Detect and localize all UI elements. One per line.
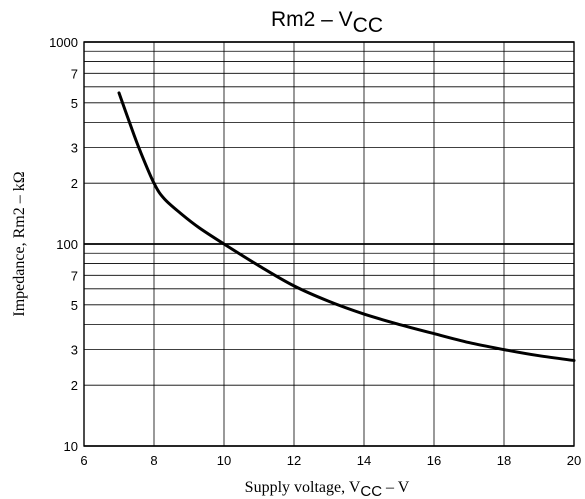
x-tick-label: 10 xyxy=(217,453,231,468)
tick-labels: 6 8 10 12 14 16 18 20 1000 7 5 3 2 100 7 5 3 2 10 xyxy=(49,35,581,468)
x-tick-label: 14 xyxy=(357,453,371,468)
y-tick-label: 2 xyxy=(71,378,78,393)
x-tick-label: 12 xyxy=(287,453,301,468)
y-tick-label: 5 xyxy=(71,298,78,313)
x-axis-label-main: Supply voltage, V xyxy=(245,479,361,496)
y-tick-label: 10 xyxy=(64,439,78,454)
x-tick-label: 20 xyxy=(567,453,581,468)
y-tick-label: 1000 xyxy=(49,35,78,50)
x-tick-label: 8 xyxy=(150,453,157,468)
series xyxy=(117,91,576,362)
chart-title-main: Rm2 – V xyxy=(271,8,353,31)
chart-title-subscript: CC xyxy=(353,14,383,37)
x-tick-label: 18 xyxy=(497,453,511,468)
x-tick-label: 6 xyxy=(80,453,87,468)
chart-title: Rm2 – VCC xyxy=(271,8,383,37)
y-tick-label: 3 xyxy=(71,141,78,156)
x-tick-label: 16 xyxy=(427,453,441,468)
y-tick-label: 100 xyxy=(56,237,78,252)
y-tick-label: 3 xyxy=(71,343,78,358)
y-tick-label: 7 xyxy=(71,268,78,283)
x-axis-label-subscript: CC xyxy=(360,483,382,499)
y-tick-label: 7 xyxy=(71,66,78,81)
x-axis-label: Supply voltage, VCC – V xyxy=(245,479,410,499)
x-axis-label-suffix: – V xyxy=(382,479,410,496)
plot-frame xyxy=(83,41,575,447)
series-line xyxy=(117,91,576,362)
grid xyxy=(83,41,575,447)
y-tick-label: 2 xyxy=(71,176,78,191)
y-axis-label: Impedance, Rm2 – kΩ xyxy=(11,171,28,316)
y-tick-label: 5 xyxy=(71,96,78,111)
